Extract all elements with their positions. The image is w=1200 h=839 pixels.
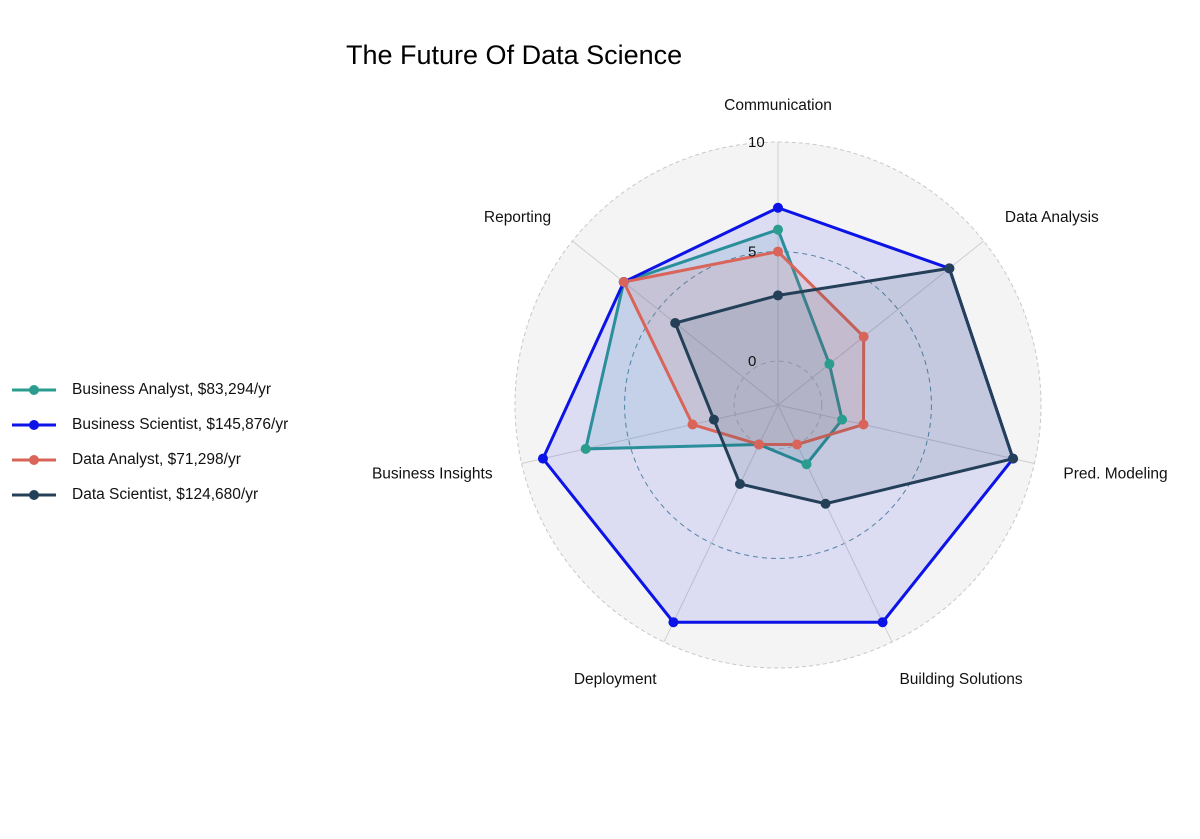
legend-item[interactable]: Data Scientist, $124,680/yr	[10, 477, 288, 512]
data-point	[708, 414, 719, 425]
data-point	[753, 439, 764, 450]
tick-label: 5	[748, 244, 756, 261]
data-point	[537, 453, 548, 464]
series-area	[621, 249, 866, 446]
legend-item[interactable]: Business Scientist, $145,876/yr	[10, 407, 288, 442]
axis-label: Reporting	[484, 209, 551, 226]
axis-spoke	[777, 404, 1035, 465]
data-point	[670, 318, 681, 329]
legend: Business Analyst, $83,294/yr Business Sc…	[10, 372, 288, 512]
legend-item[interactable]: Data Analyst, $71,298/yr	[10, 442, 288, 477]
data-point	[773, 202, 783, 213]
series-area	[583, 227, 844, 467]
data-point	[1008, 453, 1019, 464]
data-point	[773, 224, 783, 235]
data-point	[837, 414, 848, 425]
chart-title: The Future Of Data Science	[346, 40, 683, 70]
axis-label: Business Insights	[372, 465, 493, 482]
legend-swatch	[12, 489, 56, 500]
data-point	[792, 439, 803, 450]
legend-label: Data Analyst, $71,298/yr	[72, 450, 241, 468]
data-point	[773, 290, 783, 301]
axis-label: Data Analysis	[1005, 209, 1099, 226]
legend-item[interactable]: Business Analyst, $83,294/yr	[10, 372, 288, 407]
axis-spoke	[521, 404, 779, 465]
tick-label: 10	[748, 134, 765, 151]
legend-swatch	[12, 454, 56, 465]
legend-label: Data Scientist, $124,680/yr	[72, 485, 259, 503]
legend-swatch	[12, 384, 56, 395]
data-point	[858, 331, 869, 342]
axis-label: Communication	[724, 97, 832, 114]
grid-circle	[733, 360, 823, 450]
legend-swatch	[12, 419, 56, 430]
data-point	[734, 478, 745, 489]
legend-label: Business Scientist, $145,876/yr	[72, 415, 289, 433]
data-point	[618, 277, 629, 288]
data-point	[668, 617, 679, 628]
data-point	[773, 246, 783, 257]
data-point	[858, 419, 869, 430]
axis-label: Deployment	[574, 671, 657, 688]
axis-label: Pred. Modeling	[1063, 465, 1167, 482]
data-point	[824, 359, 835, 370]
data-point	[944, 263, 955, 274]
data-point	[801, 459, 812, 470]
data-point	[580, 443, 591, 454]
data-point	[877, 617, 888, 628]
data-point	[820, 498, 831, 509]
legend-label: Business Analyst, $83,294/yr	[72, 380, 272, 398]
axis-label: Building Solutions	[899, 671, 1022, 688]
data-point	[687, 419, 698, 430]
tick-label: 0	[748, 353, 756, 370]
